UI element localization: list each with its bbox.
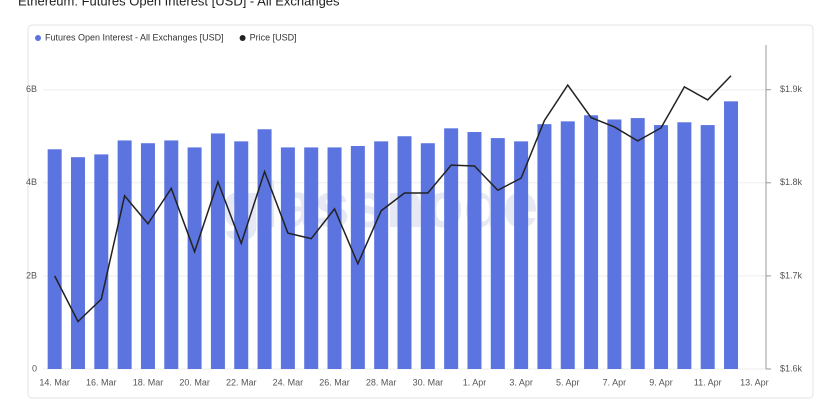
bar <box>607 119 622 369</box>
y-tick-label: 2B <box>26 270 37 280</box>
bar <box>724 101 739 370</box>
y2-tick-label: $1.7k <box>780 270 803 280</box>
x-tick-label: 30. Mar <box>413 377 444 387</box>
bar <box>164 140 179 369</box>
x-tick-label: 14. Mar <box>39 377 70 387</box>
bar <box>117 140 132 369</box>
y2-tick-label: $1.8k <box>780 177 803 187</box>
bar <box>514 141 529 369</box>
bar <box>584 115 599 369</box>
y2-tick-label: $1.9k <box>780 84 803 94</box>
bar <box>700 125 715 369</box>
y-tick-label: 0 <box>32 363 37 373</box>
bar <box>560 121 575 370</box>
bar <box>94 154 109 369</box>
x-tick-label: 9. Apr <box>649 377 673 387</box>
bar <box>397 136 412 369</box>
bar <box>280 147 295 369</box>
legend-marker <box>239 35 246 41</box>
bar <box>677 122 692 369</box>
y-tick-label: 6B <box>26 84 37 94</box>
bar <box>304 147 319 369</box>
x-tick-label: 7. Apr <box>603 377 627 387</box>
bar <box>654 125 669 369</box>
price-line <box>53 75 732 323</box>
y2-tick-label: $1.6k <box>780 363 803 373</box>
bar <box>210 133 225 369</box>
chart-title: Ethereum: Futures Open Interest [USD] - … <box>18 0 340 8</box>
x-tick-label: 22. Mar <box>226 377 257 387</box>
bar <box>187 147 202 369</box>
x-tick-label: 28. Mar <box>366 377 397 387</box>
bar <box>630 118 645 369</box>
y-tick-label: 4B <box>26 177 37 187</box>
x-tick-label: 18. Mar <box>133 377 164 387</box>
bar <box>140 143 155 369</box>
bar <box>234 141 249 369</box>
bar <box>257 129 272 369</box>
x-tick-label: 24. Mar <box>273 377 304 387</box>
bar <box>490 138 505 369</box>
x-tick-label: 1. Apr <box>463 377 487 387</box>
x-tick-label: 26. Mar <box>319 377 350 387</box>
bar <box>327 147 342 369</box>
bar <box>467 132 482 369</box>
legend-marker <box>35 35 41 41</box>
bar <box>374 141 389 369</box>
bar <box>420 143 435 369</box>
bar <box>350 146 365 369</box>
legend-label: Price [USD] <box>250 32 297 42</box>
x-tick-label: 5. Apr <box>556 377 580 387</box>
bar <box>537 124 552 369</box>
x-tick-label: 13. Apr <box>740 377 769 387</box>
x-tick-label: 3. Apr <box>509 377 533 387</box>
bar <box>444 128 459 369</box>
bar <box>70 157 85 369</box>
x-tick-label: 11. Apr <box>694 377 722 387</box>
legend-label: Futures Open Interest - All Exchanges [U… <box>45 32 224 42</box>
x-tick-label: 16. Mar <box>86 377 117 387</box>
bar <box>47 149 62 369</box>
x-tick-label: 20. Mar <box>179 377 210 387</box>
